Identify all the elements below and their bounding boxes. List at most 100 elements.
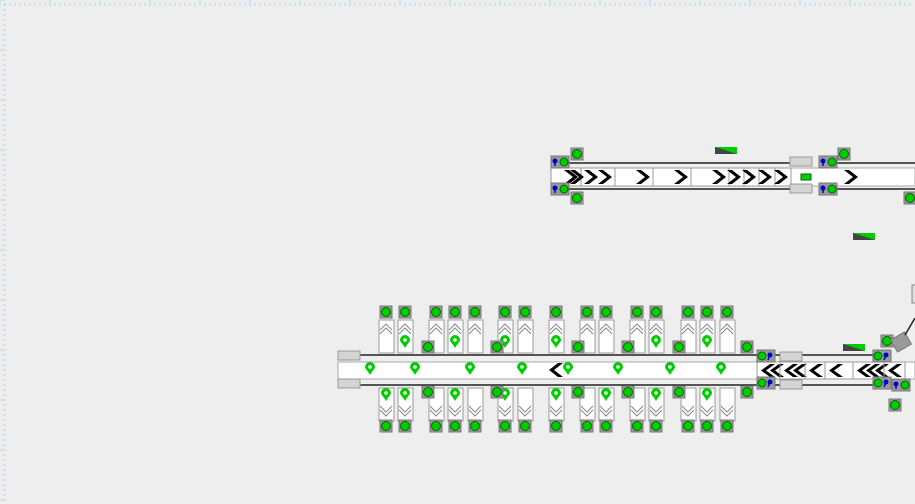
chevron-down-icon bbox=[398, 405, 412, 413]
motor-box[interactable] bbox=[550, 182, 570, 196]
chevron-up-icon bbox=[398, 323, 412, 331]
status-lamp[interactable] bbox=[740, 385, 754, 399]
status-lamp[interactable] bbox=[549, 305, 563, 319]
pin-hole bbox=[468, 365, 472, 369]
status-lamp[interactable] bbox=[700, 305, 714, 319]
top-lane[interactable] bbox=[680, 319, 697, 354]
top-lane[interactable] bbox=[517, 319, 534, 354]
status-lamp[interactable] bbox=[549, 419, 563, 433]
motor-box[interactable] bbox=[891, 378, 911, 392]
chevron-up-icon bbox=[379, 323, 393, 331]
top-lane[interactable] bbox=[378, 319, 395, 354]
status-lamp[interactable] bbox=[448, 419, 462, 433]
status-lamp[interactable] bbox=[720, 419, 734, 433]
status-lamp[interactable] bbox=[700, 419, 714, 433]
status-ok-icon bbox=[905, 193, 915, 203]
grey-button[interactable] bbox=[779, 379, 803, 390]
status-lamp[interactable] bbox=[630, 419, 644, 433]
status-lamp[interactable] bbox=[580, 419, 594, 433]
status-lamp[interactable] bbox=[570, 191, 584, 205]
status-lamp[interactable] bbox=[621, 340, 635, 354]
status-lamp[interactable] bbox=[740, 340, 754, 354]
top-lane[interactable] bbox=[719, 319, 736, 354]
chevron-up-icon bbox=[720, 327, 734, 335]
status-lamp[interactable] bbox=[681, 419, 695, 433]
status-lamp[interactable] bbox=[429, 305, 443, 319]
pin-hole bbox=[503, 391, 507, 395]
status-lamp[interactable] bbox=[672, 340, 686, 354]
pin-hole bbox=[668, 365, 672, 369]
status-lamp[interactable] bbox=[398, 419, 412, 433]
status-lamp[interactable] bbox=[468, 305, 482, 319]
status-lamp[interactable] bbox=[621, 385, 635, 399]
status-lamp[interactable] bbox=[720, 305, 734, 319]
status-lamp[interactable] bbox=[518, 419, 532, 433]
motor-box[interactable] bbox=[756, 376, 776, 390]
status-lamp[interactable] bbox=[649, 419, 663, 433]
status-lamp[interactable] bbox=[599, 305, 613, 319]
status-lamp[interactable] bbox=[490, 385, 504, 399]
status-lamp[interactable] bbox=[448, 305, 462, 319]
status-lamp[interactable] bbox=[571, 340, 585, 354]
status-lamp[interactable] bbox=[379, 305, 393, 319]
status-lamp[interactable] bbox=[379, 419, 393, 433]
motor-box[interactable] bbox=[872, 349, 892, 363]
chevron-down-icon bbox=[448, 409, 462, 417]
status-lamp[interactable] bbox=[468, 419, 482, 433]
status-lamp[interactable] bbox=[888, 398, 902, 412]
bottom-lane[interactable] bbox=[517, 387, 534, 422]
chevron-up-icon bbox=[398, 327, 412, 335]
chevron-down-icon bbox=[549, 405, 563, 413]
grey-button[interactable] bbox=[337, 350, 361, 361]
motor-box[interactable] bbox=[550, 155, 570, 169]
chevron-up-icon bbox=[549, 327, 563, 335]
status-lamp[interactable] bbox=[837, 147, 851, 161]
chevron-right-icon bbox=[570, 170, 584, 184]
status-lamp[interactable] bbox=[571, 385, 585, 399]
motor-box[interactable] bbox=[756, 349, 776, 363]
status-lamp[interactable] bbox=[490, 340, 504, 354]
status-lamp[interactable] bbox=[649, 305, 663, 319]
status-lamp[interactable] bbox=[580, 305, 594, 319]
status-lamp[interactable] bbox=[570, 147, 584, 161]
motor-box[interactable] bbox=[818, 155, 838, 169]
chevron-down-icon bbox=[468, 409, 482, 417]
chevron-right-icon bbox=[674, 170, 688, 184]
status-lamp[interactable] bbox=[681, 305, 695, 319]
status-lamp[interactable] bbox=[672, 385, 686, 399]
status-ok-icon bbox=[873, 351, 883, 361]
status-lamp[interactable] bbox=[498, 305, 512, 319]
location-pin-icon bbox=[381, 388, 391, 401]
chevron-up-icon bbox=[649, 323, 663, 331]
status-lamp[interactable] bbox=[421, 340, 435, 354]
diverter-motor[interactable] bbox=[889, 331, 913, 353]
status-ok-icon bbox=[651, 307, 661, 317]
chevron-down-icon bbox=[720, 409, 734, 417]
grey-button[interactable] bbox=[789, 183, 813, 194]
top-lane[interactable] bbox=[467, 319, 484, 354]
status-lamp[interactable] bbox=[880, 334, 894, 348]
status-lamp[interactable] bbox=[429, 419, 443, 433]
top-lane[interactable] bbox=[598, 319, 615, 354]
status-lamp[interactable] bbox=[903, 191, 915, 205]
pin-hole bbox=[719, 365, 723, 369]
bottom-lane[interactable] bbox=[719, 387, 736, 422]
status-lamp[interactable] bbox=[518, 305, 532, 319]
pin-hole bbox=[403, 338, 407, 342]
status-ok-icon bbox=[702, 307, 712, 317]
offscreen-element bbox=[911, 284, 915, 304]
status-lamp[interactable] bbox=[421, 385, 435, 399]
status-lamp[interactable] bbox=[630, 305, 644, 319]
grey-button[interactable] bbox=[789, 156, 813, 167]
vertical-ruler bbox=[0, 0, 6, 501]
chevron-down-icon bbox=[498, 405, 512, 413]
bottom-lane[interactable] bbox=[467, 387, 484, 422]
motor-box[interactable] bbox=[818, 182, 838, 196]
grey-button[interactable] bbox=[337, 378, 361, 389]
motor-box[interactable] bbox=[872, 376, 892, 390]
status-lamp[interactable] bbox=[599, 419, 613, 433]
grey-button[interactable] bbox=[779, 351, 803, 362]
status-lamp[interactable] bbox=[498, 419, 512, 433]
status-lamp[interactable] bbox=[398, 305, 412, 319]
location-pin-icon bbox=[500, 335, 510, 348]
